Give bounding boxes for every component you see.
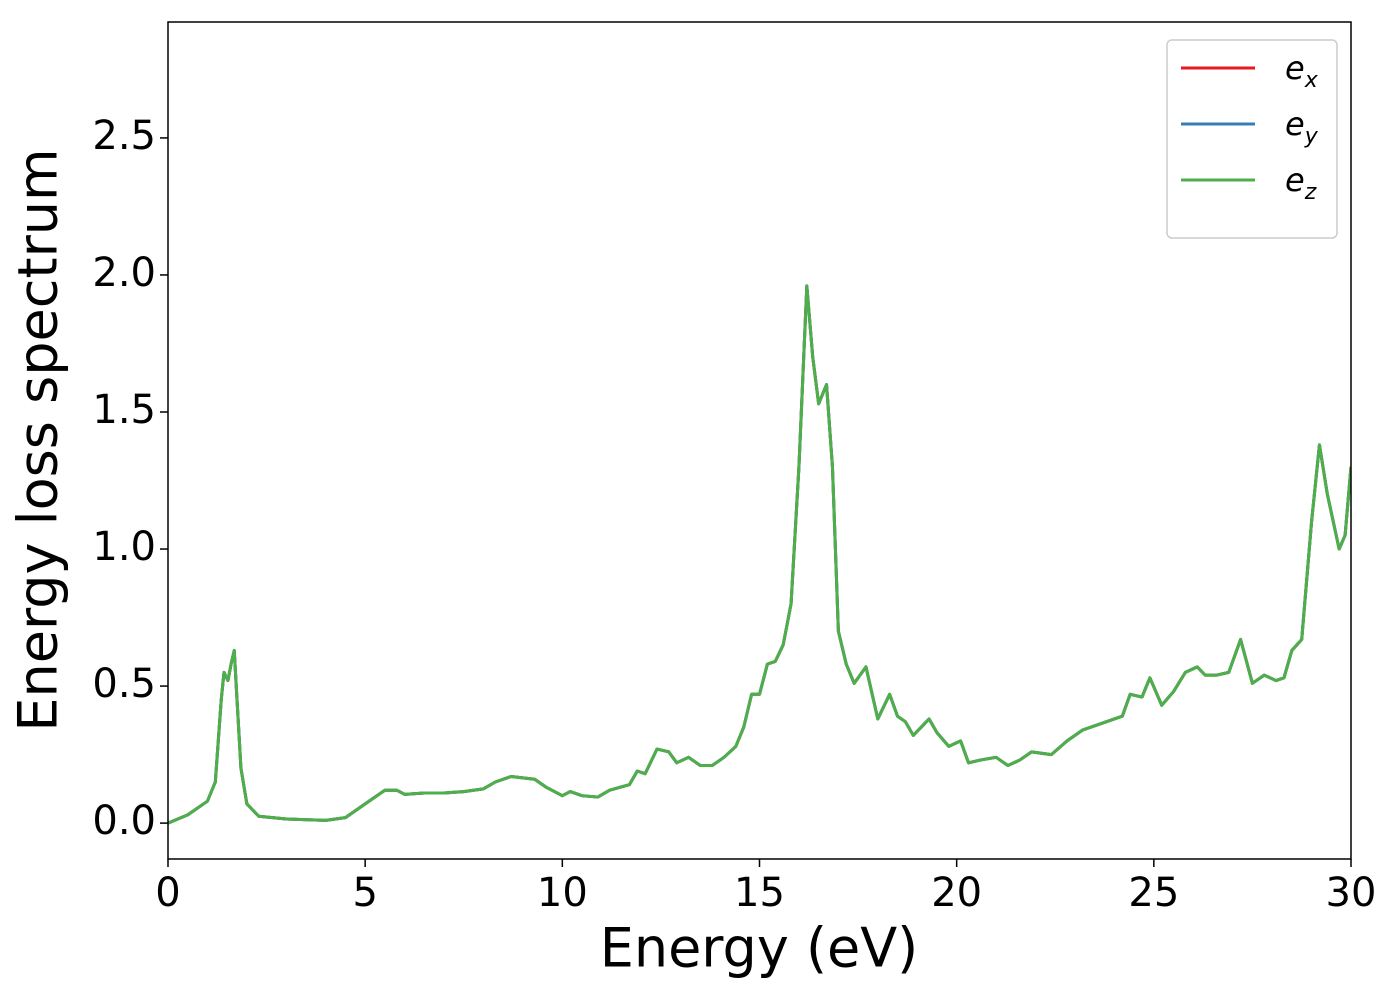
y-tick-label: 1.5 [92,387,156,433]
y-axis-label: Energy loss spectrum [7,148,70,731]
y-tick-label: 0.0 [92,798,156,844]
y-tick-label: 1.0 [92,524,156,570]
y-tick-label: 0.5 [92,661,156,707]
legend-label: ey [1285,105,1319,149]
x-tick-label: 0 [155,870,180,916]
x-axis-label: Energy (eV) [600,917,919,980]
x-tick-label: 5 [352,870,377,916]
legend-box [1166,39,1338,239]
y-tick-label: 2.0 [92,250,156,296]
x-tick-label: 15 [734,870,785,916]
x-tick-label: 10 [537,870,588,916]
legend-label: ex [1285,49,1319,93]
y-tick-label: 2.5 [92,113,156,159]
legend-label: ez [1285,161,1317,205]
plot-frame [167,21,1352,860]
x-tick-label: 20 [931,870,982,916]
series-line [168,284,1351,825]
x-tick-label: 30 [1326,870,1377,916]
x-tick-label: 25 [1128,870,1179,916]
